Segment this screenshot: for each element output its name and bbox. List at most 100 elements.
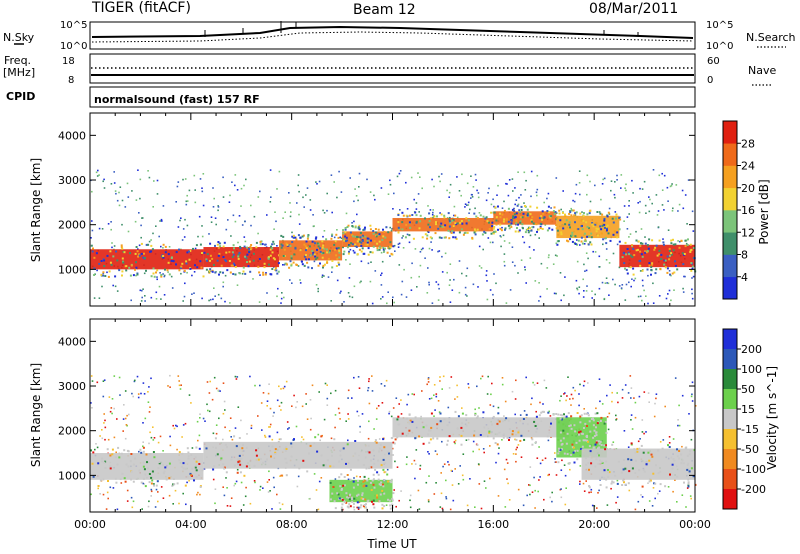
velocity-scatter-pixel (302, 438, 305, 441)
velocity-band-speckle (387, 480, 390, 483)
power-band-2 (279, 240, 343, 261)
power-scatter-pixel (603, 177, 606, 180)
velocity-band-speckle (104, 467, 107, 469)
power-scatter-pixel (432, 216, 434, 219)
power-scatter-pixel (465, 275, 468, 277)
power-band-speckle (289, 260, 292, 263)
power-scatter-pixel (299, 282, 302, 284)
power-band-speckle (568, 212, 571, 215)
power-band-speckle (629, 254, 632, 257)
velocity-band-speckle (121, 472, 124, 475)
velocity-band-speckle (357, 459, 360, 462)
power-scatter-pixel (648, 210, 651, 213)
power-scatter-pixel (91, 190, 93, 193)
power-scatter-pixel (517, 203, 520, 206)
velocity-band-speckle (163, 470, 166, 473)
power-band-speckle (288, 266, 291, 269)
velocity-scatter-pixel (385, 379, 388, 382)
velocity-band-speckle (158, 461, 161, 463)
power-scatter-pixel (560, 299, 562, 302)
power-band-speckle (321, 252, 323, 255)
power-band-speckle (499, 216, 502, 219)
velocity-scatter-pixel (104, 438, 106, 441)
velocity-band-speckle (132, 480, 135, 483)
power-band-speckle (232, 273, 235, 275)
velocity-scatter-pixel (124, 417, 127, 420)
power-scatter-pixel (131, 190, 133, 192)
velocity-band-speckle (186, 447, 189, 450)
velocity-band-speckle (268, 435, 271, 438)
power-band-speckle (382, 228, 384, 231)
power-band-speckle (570, 214, 573, 217)
velocity-band-speckle (439, 412, 442, 415)
power-band-speckle (424, 233, 427, 236)
power-band-speckle (314, 242, 316, 245)
velocity-band-speckle (255, 449, 258, 452)
power-band-speckle (408, 221, 411, 224)
velocity-band-speckle (465, 424, 468, 427)
velocity-band-speckle (585, 412, 588, 415)
power-band-speckle (372, 230, 375, 232)
velocity-band-speckle (598, 446, 601, 449)
power-band-speckle (451, 219, 454, 222)
velocity-scatter-pixel (511, 390, 514, 393)
velocity-scatter-pixel (254, 481, 256, 484)
power-band-speckle (631, 255, 634, 258)
power-scatter-pixel (488, 187, 490, 190)
velocity-scatter-pixel (668, 436, 671, 438)
power-band-speckle (243, 245, 246, 248)
velocity-band-speckle (140, 451, 143, 454)
power-band-speckle (576, 228, 578, 231)
velocity-scatter-pixel (551, 500, 553, 503)
power-band-speckle (646, 249, 649, 252)
velocity-band-speckle (607, 469, 609, 471)
power-scatter-pixel (213, 197, 215, 200)
velocity-scatter-pixel (621, 397, 624, 399)
power-scatter-pixel (142, 288, 144, 290)
velocity-band-speckle (604, 448, 607, 451)
power-band-speckle (311, 240, 314, 243)
velocity-band-3 (392, 417, 569, 438)
power-band-speckle (272, 257, 275, 260)
power-band-speckle (462, 233, 465, 236)
velocity-band-speckle (374, 439, 377, 442)
power-band-speckle (639, 242, 642, 245)
power-scatter-pixel (237, 241, 239, 244)
power-scatter-pixel (431, 178, 433, 181)
velocity-band-speckle (115, 481, 118, 484)
power-scatter-pixel (471, 196, 474, 198)
velocity-band-speckle (377, 478, 380, 481)
velocity-colorbar-tick-label: 100 (741, 363, 762, 376)
velocity-scatter-pixel (272, 476, 275, 479)
velocity-band-speckle (592, 436, 595, 439)
power-scatter-pixel (298, 223, 301, 225)
power-scatter-pixel (244, 220, 246, 223)
power-band-speckle (650, 266, 653, 269)
power-scatter-pixel (564, 276, 566, 278)
velocity-band-speckle (343, 476, 346, 478)
power-band-speckle (252, 259, 255, 262)
velocity-scatter-pixel (487, 375, 489, 378)
power-scatter-pixel (141, 289, 143, 292)
velocity-scatter-pixel (231, 438, 234, 441)
power-band-speckle (188, 258, 191, 261)
velocity-scatter-pixel (525, 376, 527, 379)
power-band-speckle (537, 228, 540, 231)
power-band-speckle (116, 259, 119, 262)
power-band-speckle (366, 239, 369, 242)
power-scatter-pixel (277, 287, 279, 290)
velocity-band-speckle (111, 453, 114, 456)
velocity-band-speckle (531, 438, 534, 441)
velocity-band-speckle (340, 448, 343, 451)
velocity-x-axis: 00:00 04:00 08:00 12:00 16:00 20:00 00:00 (74, 319, 711, 531)
power-scatter-pixel (534, 280, 537, 282)
power-band-speckle (526, 214, 529, 217)
power-band-speckle (502, 220, 505, 223)
velocity-scatter-pixel (476, 385, 478, 388)
power-scatter-pixel (393, 244, 396, 247)
power-band-speckle (120, 244, 123, 247)
power-scatter-pixel (496, 194, 498, 196)
velocity-scatter-pixel (655, 393, 658, 395)
power-band-speckle (305, 240, 308, 243)
velocity-band-speckle (351, 500, 354, 503)
